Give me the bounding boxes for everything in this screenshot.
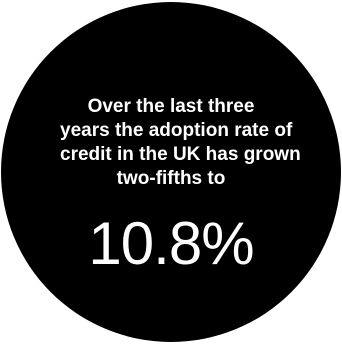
stat-figure: 10.8% — [88, 210, 254, 277]
statement-line: credit in the UK has grown — [60, 144, 301, 165]
stat-statement: Over the last three years the adoption r… — [60, 95, 301, 191]
statement-line: two-fifths to — [116, 168, 226, 189]
statement-line: years the adoption rate of — [60, 120, 293, 141]
stat-circle — [1, 2, 341, 342]
statement-line: Over the last three — [87, 96, 255, 117]
